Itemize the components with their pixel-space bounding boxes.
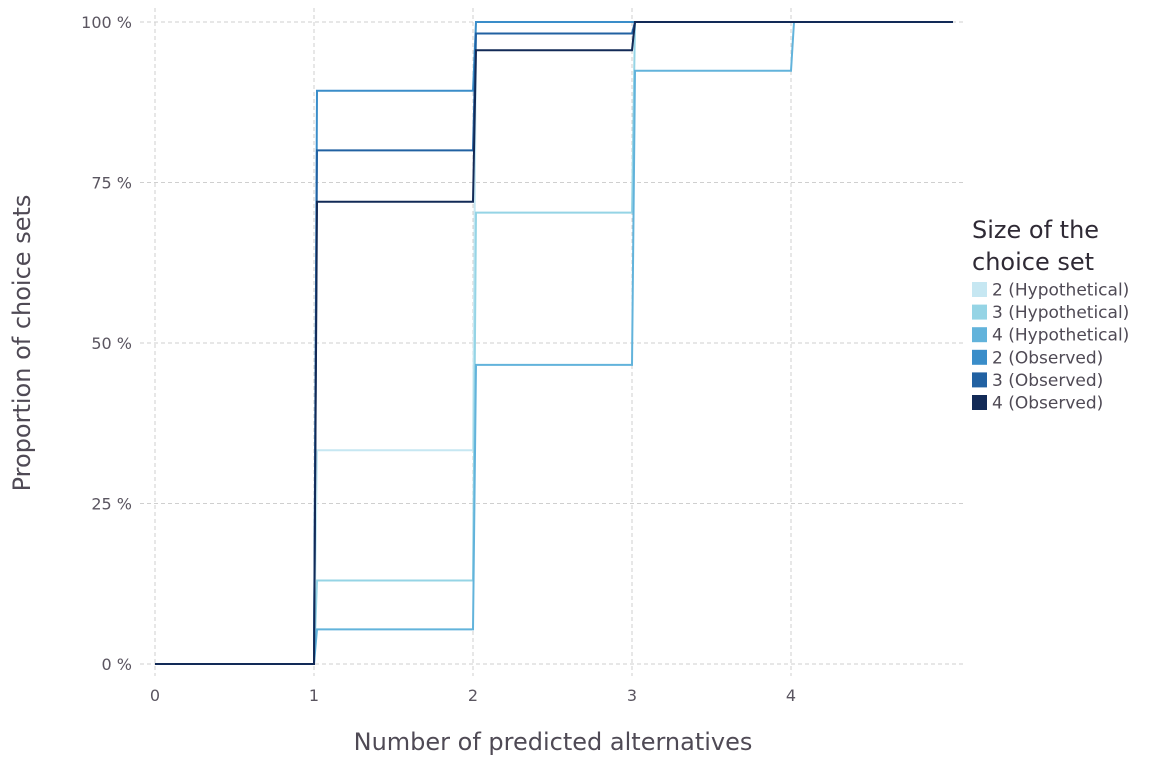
y-tick-label: 25 % <box>91 495 132 514</box>
legend-label: 2 (Observed) <box>992 348 1103 368</box>
y-axis-ticks: 0 % 25 % 50 % 75 % 100 % <box>81 13 132 674</box>
x-tick-label: 3 <box>627 686 637 705</box>
x-axis-ticks: 0 1 2 3 4 <box>150 686 796 705</box>
legend-swatch <box>972 282 987 297</box>
y-tick-label: 0 % <box>102 655 132 674</box>
y-tick-label: 50 % <box>91 334 132 353</box>
legend-swatch <box>972 395 987 410</box>
y-axis-title: Proportion of choice sets <box>8 195 36 492</box>
legend-title-line-2: choice set <box>972 248 1094 276</box>
grid <box>140 8 965 676</box>
legend-label: 3 (Observed) <box>992 371 1103 391</box>
legend-title-line-1: Size of the <box>972 216 1099 244</box>
legend-swatch <box>972 327 987 343</box>
x-tick-label: 0 <box>150 686 160 705</box>
y-tick-label: 75 % <box>91 174 132 193</box>
legend-swatch <box>972 349 987 365</box>
x-tick-label: 1 <box>309 686 319 705</box>
legend-items: 2 (Hypothetical)3 (Hypothetical) 4 (Hypot… <box>972 281 1129 414</box>
legend-swatch <box>972 372 987 388</box>
x-tick-label: 4 <box>786 686 796 705</box>
legend-swatch <box>972 304 987 320</box>
legend-label: 2 (Hypothetical) <box>992 281 1129 301</box>
series-line-4-observed <box>155 21 953 665</box>
legend-label: 4 (Hypothetical) <box>992 326 1129 346</box>
y-tick-label: 100 % <box>81 13 132 32</box>
legend: Size of the choice set 2 (Hypothetical)3… <box>972 216 1129 414</box>
legend-label: 3 (Hypothetical) <box>992 303 1129 323</box>
legend-label: 4 (Observed) <box>992 394 1103 414</box>
series-layer <box>155 21 953 665</box>
x-axis-title: Number of predicted alternatives <box>354 728 753 756</box>
x-tick-label: 2 <box>468 686 478 705</box>
